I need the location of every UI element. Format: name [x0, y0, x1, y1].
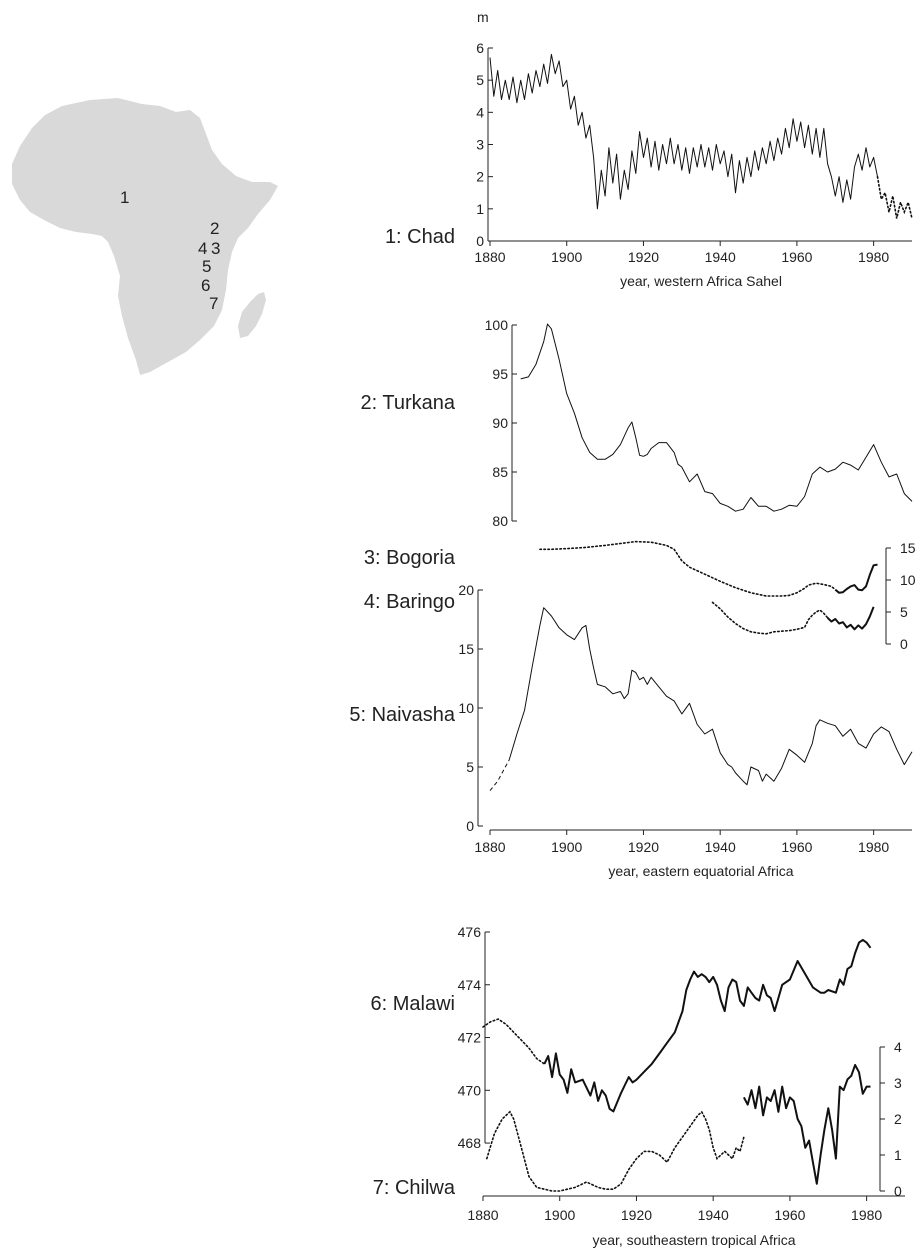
lake-label-chilwa: 7: Chilwa: [373, 1177, 456, 1199]
lake-label-baringo: 4: Baringo: [364, 591, 455, 613]
bogoria-y-tick-label: 15: [900, 540, 916, 556]
naivasha-y-tick-label: 0: [466, 818, 474, 834]
naivasha-series-solid-1: [508, 607, 913, 786]
chad-y-tick-label: 0: [476, 233, 484, 249]
chart-bogoria: 0 5 10 15: [539, 540, 916, 652]
chart-naivasha: 0 5 10 15 20 1880 1900 1920 1940 1960 1980 year, ea…: [458, 582, 913, 879]
naivasha-x-tick-label: 1920: [628, 839, 659, 855]
malawi-y-tick-label: 476: [458, 924, 482, 940]
chad-y-tick-label: 2: [476, 169, 484, 185]
chart-turkana: 80 85 90 95 100: [485, 317, 913, 529]
chad-x-tick-label: 1940: [705, 249, 736, 265]
africa-map: 1 2 4 3 5 6 7: [12, 98, 278, 375]
chilwa-x-tick-label: 1900: [544, 1207, 575, 1223]
bogoria-y-tick-label: 10: [900, 572, 916, 588]
map-label-4: 4: [198, 239, 207, 258]
chad-series-solid-0: [489, 53, 878, 210]
chad-x-tick-label: 1900: [551, 249, 582, 265]
chilwa-x-tick-label: 1920: [621, 1207, 652, 1223]
map-label-7: 7: [209, 294, 218, 313]
map-label-6: 6: [201, 276, 210, 295]
chad-y-tick-label: 6: [476, 40, 484, 56]
naivasha-x-tick-label: 1900: [551, 839, 582, 855]
chart-chilwa: 0 1 2 3 4 1880 1900 1920 1940 1960 1980 year, south…: [467, 1039, 905, 1248]
chad-y-tick-label: 1: [476, 201, 484, 217]
bogoria-y-tick-label: 5: [900, 604, 908, 620]
lake-label-turkana: 2: Turkana: [360, 392, 455, 414]
naivasha-y-tick-label: 10: [458, 700, 474, 716]
chilwa-y-tick-label: 2: [894, 1111, 902, 1127]
malawi-y-tick-label: 472: [458, 1030, 482, 1046]
malawi-series-dotted-0: [482, 1018, 546, 1065]
naivasha-x-tick-label: 1960: [781, 839, 812, 855]
turkana-y-tick-label: 90: [492, 415, 508, 431]
chad-x-tick-label: 1880: [474, 249, 505, 265]
map-label-5: 5: [202, 257, 211, 276]
chilwa-x-tick-label: 1940: [698, 1207, 729, 1223]
naivasha-x-axis-title: year, eastern equatorial Africa: [608, 863, 793, 879]
chilwa-x-tick-label: 1880: [467, 1207, 498, 1223]
chad-series-dotted-1: [876, 175, 913, 220]
chilwa-y-tick-label: 4: [894, 1039, 902, 1055]
chad-x-tick-label: 1960: [781, 249, 812, 265]
baringo-series-dotted-0: [711, 601, 829, 635]
bogoria-y-tick-label: 0: [900, 636, 908, 652]
chad-x-axis-title: year, western Africa Sahel: [620, 273, 782, 289]
lake-label-malawi: 6: Malawi: [371, 993, 455, 1015]
chilwa-x-tick-label: 1980: [851, 1207, 882, 1223]
map-label-1: 1: [120, 188, 129, 207]
map-label-2: 2: [210, 219, 219, 238]
naivasha-x-tick-label: 1980: [858, 839, 889, 855]
chilwa-y-tick-label: 0: [894, 1183, 902, 1199]
chilwa-y-tick-label: 1: [894, 1147, 902, 1163]
turkana-series-solid-0: [520, 323, 913, 512]
chart-baringo: [711, 601, 875, 635]
bogoria-series-dotted-0: [539, 540, 837, 597]
chad-x-tick-label: 1980: [858, 249, 889, 265]
chart-chad: 0 1 2 3 4 5 6 1880 1900 1920 1940 1960 1980 year, wes…: [474, 9, 913, 289]
malawi-y-tick-label: 474: [458, 977, 482, 993]
chilwa-series-dotted-0: [485, 1110, 745, 1192]
chilwa-y-tick-label: 3: [894, 1075, 902, 1091]
malawi-y-tick-label: 468: [458, 1135, 482, 1151]
lake-label-naivasha: 5: Naivasha: [349, 704, 455, 726]
turkana-y-tick-label: 95: [492, 366, 508, 382]
malawi-series-solid-1: [543, 938, 872, 1113]
naivasha-x-tick-label: 1880: [474, 839, 505, 855]
turkana-y-tick-label: 85: [492, 464, 508, 480]
chad-y-tick-label: 3: [476, 137, 484, 153]
chad-y-tick-label: 5: [476, 72, 484, 88]
madagascar-shape: [238, 292, 266, 338]
map-label-3: 3: [211, 239, 220, 258]
chilwa-series-solid-1: [743, 1064, 871, 1185]
chad-x-tick-label: 1920: [628, 249, 659, 265]
naivasha-y-tick-label: 20: [458, 582, 474, 598]
turkana-y-tick-label: 80: [492, 513, 508, 529]
naivasha-series-dashed-0: [489, 759, 510, 791]
chad-y-axis-title: m: [477, 9, 489, 25]
naivasha-y-tick-label: 15: [458, 641, 474, 657]
chad-y-tick-label: 4: [476, 104, 484, 120]
turkana-y-tick-label: 100: [485, 317, 509, 333]
baringo-series-solid-1: [826, 606, 875, 631]
africa-mainland-shape: [12, 98, 278, 375]
chilwa-x-tick-label: 1960: [774, 1207, 805, 1223]
lake-label-chad: 1: Chad: [385, 226, 455, 248]
naivasha-x-tick-label: 1940: [705, 839, 736, 855]
chart-malawi: 468 470 472 474 476: [458, 924, 872, 1151]
chilwa-x-axis-title: year, southeastern tropical Africa: [592, 1232, 795, 1248]
malawi-y-tick-label: 470: [458, 1082, 482, 1098]
lake-label-bogoria: 3: Bogoria: [364, 547, 456, 569]
bogoria-series-solid-1: [834, 563, 878, 594]
naivasha-y-tick-label: 5: [466, 759, 474, 775]
